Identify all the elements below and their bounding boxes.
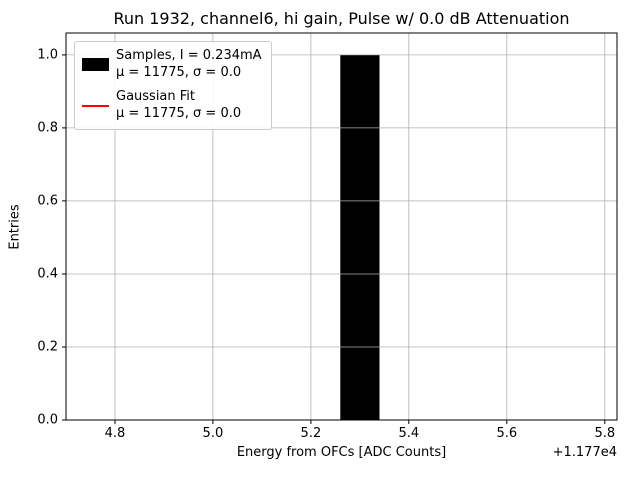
x-axis-label: Energy from OFCs [ADC Counts]: [236, 445, 447, 460]
legend-entry-stats: μ = 11775, σ = 0.0: [116, 105, 242, 121]
y-tick-label: 1.0: [37, 47, 58, 62]
legend-entry-label: Gaussian Fit: [116, 88, 196, 104]
axes-spines: [65, 32, 618, 421]
legend-entry-stats: μ = 11775, σ = 0.0: [116, 64, 242, 80]
x-tick-label: 5.0: [203, 426, 224, 441]
x-tick-label: 5.2: [301, 426, 322, 441]
legend-patch-swatch: [82, 58, 109, 72]
y-tick-label: 0.2: [37, 340, 58, 355]
y-tick-label: 0.0: [37, 413, 58, 428]
chart-title: Run 1932, channel6, hi gain, Pulse w/ 0.…: [113, 9, 570, 28]
y-tick-label: 0.6: [37, 193, 58, 208]
x-axis-offset-label: +1.177e4: [552, 445, 617, 460]
x-tick-label: 4.8: [105, 426, 126, 441]
y-tick-label: 0.4: [37, 267, 58, 282]
y-tick-label: 0.8: [37, 120, 58, 135]
x-tick-label: 5.6: [496, 426, 517, 441]
histogram-bar: [340, 54, 380, 421]
x-tick-label: 5.4: [398, 426, 419, 441]
legend-line-swatch: [82, 104, 109, 107]
legend: Samples, I = 0.234mA μ = 11775, σ = 0.0 Ga…: [74, 41, 272, 130]
x-tick-label: 5.8: [594, 426, 615, 441]
legend-entry: Gaussian Fit μ = 11775, σ = 0.0: [82, 89, 262, 123]
legend-entry: Samples, I = 0.234mA μ = 11775, σ = 0.0: [82, 48, 262, 82]
legend-entry-label: Samples, I = 0.234mA: [116, 48, 262, 63]
